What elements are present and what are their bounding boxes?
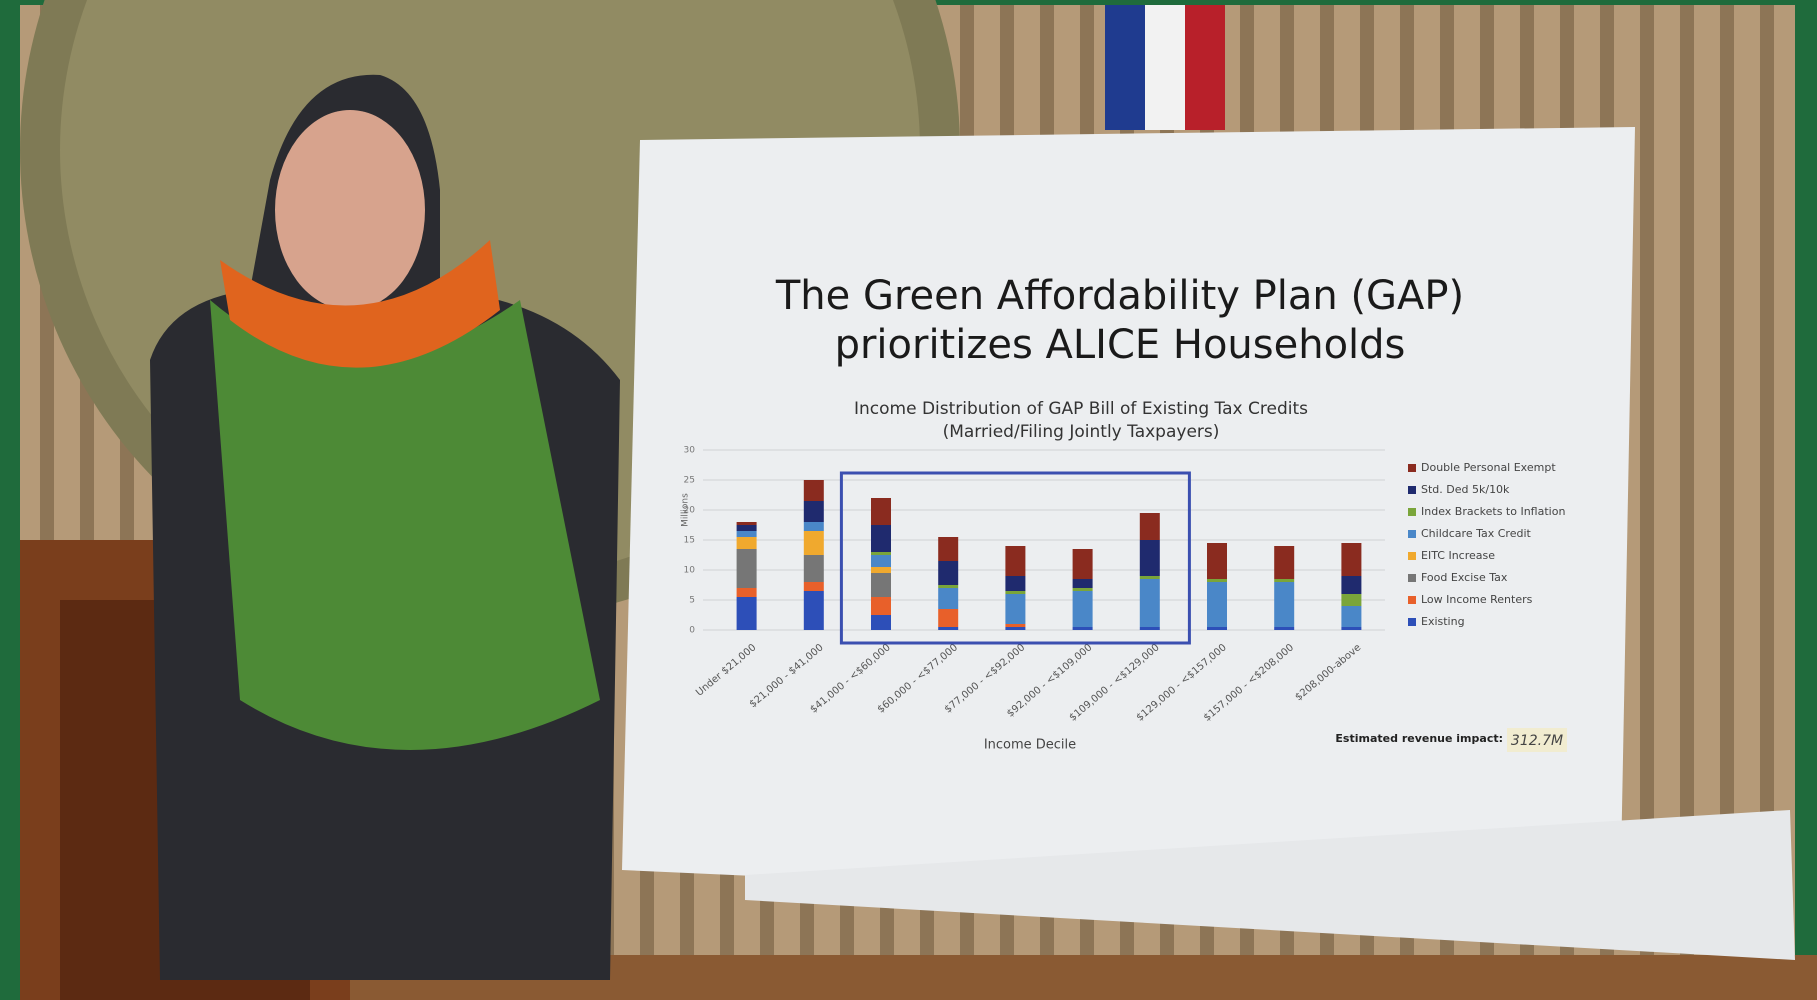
bar-segment: [804, 555, 824, 582]
bar-segment: [1341, 576, 1361, 594]
bar-segment: [804, 531, 824, 555]
bar-segment: [1274, 627, 1294, 630]
bar-segment: [1274, 546, 1294, 579]
bar-segment: [1207, 543, 1227, 579]
bar-segment: [871, 615, 891, 630]
bar-segment: [1140, 627, 1160, 630]
bar-segment: [938, 561, 958, 585]
scene: The Green Affordability Plan (GAP) prior…: [0, 0, 1817, 1000]
bar-segment: [938, 609, 958, 627]
annotation-label: Estimated revenue impact:: [1335, 732, 1503, 745]
bar-segment: [938, 537, 958, 561]
bar-segment: [737, 525, 757, 531]
legend-label: Food Excise Tax: [1421, 571, 1508, 584]
legend-swatch: [1408, 530, 1416, 538]
flag-red: [1185, 5, 1225, 130]
bar-segment: [1274, 582, 1294, 627]
bar-segment: [1207, 627, 1227, 630]
bar-segment: [1341, 594, 1361, 606]
bar-segment: [1140, 513, 1160, 540]
bar-segment: [737, 597, 757, 630]
bar-segment: [804, 582, 824, 591]
chart-title: Income Distribution of GAP Bill of Exist…: [854, 399, 1308, 419]
y-tick-label: 15: [684, 536, 695, 546]
bar-segment: [737, 537, 757, 549]
bar-segment: [1341, 543, 1361, 576]
speaker-face: [275, 110, 425, 310]
page: {"board": {"headline": ["The Green Affor…: [0, 0, 1817, 1000]
bar-segment: [1073, 627, 1093, 630]
legend-label: Existing: [1421, 615, 1465, 628]
bar-segment: [1341, 606, 1361, 627]
legend-label: Index Brackets to Inflation: [1421, 505, 1565, 518]
bar-segment: [938, 627, 958, 630]
legend-swatch: [1408, 596, 1416, 604]
bar-segment: [1005, 546, 1025, 576]
bar-segment: [1140, 576, 1160, 579]
bar-segment: [1073, 588, 1093, 591]
y-tick-label: 25: [684, 476, 695, 486]
bar-segment: [1207, 579, 1227, 582]
x-axis-label: Income Decile: [984, 738, 1076, 753]
bar-segment: [871, 525, 891, 552]
legend-label: Std. Ded 5k/10k: [1421, 483, 1510, 496]
bar-segment: [804, 591, 824, 630]
headline: The Green Affordability Plan (GAP): [775, 273, 1464, 319]
bar-segment: [1140, 579, 1160, 627]
poster-board: [622, 127, 1635, 915]
headline: prioritizes ALICE Households: [835, 322, 1406, 368]
bar-segment: [938, 585, 958, 588]
bar-segment: [871, 573, 891, 597]
flag-blue: [1105, 5, 1145, 130]
bar-segment: [737, 522, 757, 525]
bar-segment: [871, 597, 891, 615]
bar-segment: [804, 480, 824, 501]
legend-swatch: [1408, 552, 1416, 560]
bar-segment: [871, 567, 891, 573]
legend-swatch: [1408, 464, 1416, 472]
bar-segment: [1274, 579, 1294, 582]
chart-subtitle: (Married/Filing Jointly Taxpayers): [943, 422, 1220, 442]
legend-label: Double Personal Exempt: [1421, 461, 1556, 474]
bar-segment: [871, 498, 891, 525]
bar-segment: [1073, 579, 1093, 588]
legend-swatch: [1408, 618, 1416, 626]
y-tick-label: 20: [684, 506, 696, 516]
bar-segment: [737, 549, 757, 588]
bar-segment: [804, 522, 824, 531]
annotation-value: 312.7M: [1511, 733, 1563, 749]
bar-segment: [1005, 576, 1025, 591]
legend-label: EITC Increase: [1421, 549, 1495, 562]
bar-segment: [1005, 591, 1025, 594]
y-tick-label: 0: [689, 626, 695, 636]
legend-swatch: [1408, 508, 1416, 516]
bar-segment: [938, 588, 958, 609]
bar-segment: [1140, 540, 1160, 576]
legend-label: Childcare Tax Credit: [1421, 527, 1531, 540]
legend-swatch: [1408, 574, 1416, 582]
legend-label: Low Income Renters: [1421, 593, 1533, 606]
legend-swatch: [1408, 486, 1416, 494]
bar-segment: [1005, 594, 1025, 624]
bar-segment: [804, 501, 824, 522]
bar-segment: [1073, 549, 1093, 579]
bar-segment: [871, 552, 891, 555]
bar-segment: [1341, 627, 1361, 630]
y-tick-label: 10: [684, 566, 696, 576]
bar-segment: [1207, 582, 1227, 627]
bar-segment: [737, 588, 757, 597]
bar-segment: [737, 531, 757, 537]
bar-segment: [1005, 624, 1025, 627]
y-tick-label: 5: [689, 596, 695, 606]
y-tick-label: 30: [684, 446, 696, 456]
bar-segment: [1005, 627, 1025, 630]
bar-segment: [1073, 591, 1093, 627]
bar-segment: [871, 555, 891, 567]
